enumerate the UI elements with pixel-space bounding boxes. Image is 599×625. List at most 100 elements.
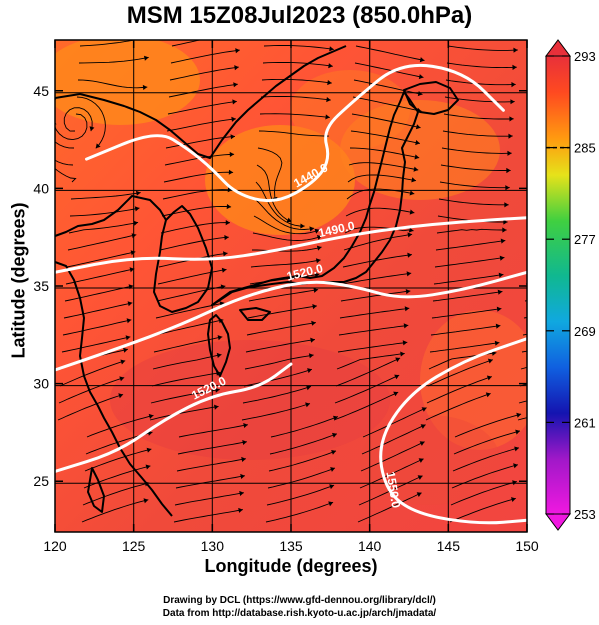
streamline [149, 405, 219, 421]
streamline-arrow [395, 357, 401, 363]
streamline [150, 389, 220, 404]
streamline-arrow [403, 323, 409, 329]
streamline [262, 61, 333, 67]
streamline-arrow [126, 318, 132, 324]
streamline-arrow [495, 323, 501, 329]
streamline [55, 98, 75, 149]
streamline [151, 372, 221, 387]
streamline-arrow [491, 350, 497, 356]
streamline [344, 226, 414, 234]
streamline-arrow [145, 464, 151, 470]
streamline [453, 430, 521, 455]
streamline [174, 492, 244, 506]
streamline-arrow [514, 446, 519, 452]
streamline-arrow [503, 219, 508, 225]
streamline-arrow [326, 97, 331, 103]
streamline-arrow [585, 353, 590, 358]
streamline-arrow [136, 190, 141, 196]
streamline-arrow [506, 167, 511, 174]
contour-line [379, 337, 527, 525]
streamline-arrow [300, 223, 305, 229]
streamline-arrow [508, 133, 513, 139]
x-tick-label: 150 [515, 538, 539, 554]
streamline-arrow [133, 220, 139, 226]
streamline [454, 413, 522, 438]
streamline-arrow [582, 404, 587, 409]
axes: 120 125 130 135 140 145 150 25 30 35 40 45 [33, 40, 539, 554]
colorbar-gradient [545, 55, 571, 515]
streamline-arrow [243, 423, 248, 428]
warm-region [205, 125, 355, 235]
streamline [355, 45, 425, 61]
streamline-arrow [328, 63, 333, 69]
streamline-arrow [511, 82, 516, 88]
streamline-arrow [589, 287, 594, 292]
streamline-arrow [129, 267, 135, 273]
streamline [540, 34, 599, 47]
streamline [341, 272, 412, 285]
colorbar-tick-label: 269 [574, 324, 596, 339]
streamline-arrow [404, 306, 410, 312]
streamline-arrow [590, 270, 595, 275]
streamline-arrow [233, 82, 238, 88]
streamline [333, 391, 399, 421]
streamline [63, 107, 93, 132]
streamline [68, 221, 139, 234]
streamline [350, 130, 420, 144]
streamline-arrow [216, 352, 222, 358]
streamline-arrow [588, 304, 593, 309]
streamline-arrow [236, 31, 241, 36]
streamline-arrow [512, 64, 517, 70]
streamline-arrow [499, 255, 505, 261]
streamline-arrow [89, 126, 95, 132]
streamline-arrow [394, 374, 400, 380]
streamline-arrow [413, 166, 419, 172]
streamline-arrow [311, 320, 316, 326]
streamline-arrow [509, 116, 514, 122]
streamline-arrow [223, 251, 228, 257]
streamline-arrow [226, 204, 232, 210]
streamline [58, 377, 125, 404]
streamline [440, 164, 511, 171]
streamline-arrow [224, 235, 229, 241]
streamline [167, 100, 237, 115]
streamline-arrow [486, 375, 492, 381]
colorbar-tick-label: 293 [574, 49, 596, 64]
streamline-arrow [310, 337, 315, 343]
streamline [70, 192, 141, 200]
streamline-arrow [418, 74, 424, 80]
streamline-arrow [409, 190, 415, 196]
streamline-arrow [515, 429, 520, 435]
streamline [163, 171, 234, 183]
streamline [256, 164, 292, 223]
streamline-arrow [421, 407, 427, 412]
streamline [362, 407, 427, 438]
streamline-arrow [487, 358, 493, 364]
streamline [77, 79, 148, 89]
streamline [433, 274, 504, 285]
streamline [429, 342, 500, 353]
y-tick-label: 35 [33, 278, 49, 294]
y-tick-label: 30 [33, 376, 49, 392]
streamline [69, 207, 140, 217]
streamline [252, 246, 322, 252]
streamline [267, 467, 336, 489]
streamline-arrow [485, 392, 491, 398]
streamline-arrow [584, 370, 589, 375]
streamline-arrow [333, 415, 338, 421]
contour-line [85, 63, 505, 203]
streamline [175, 475, 245, 489]
warm-region [420, 310, 527, 450]
credit-drawing: Drawing by DCL (https://www.gfd-dennou.o… [163, 595, 436, 606]
streamline [252, 232, 322, 241]
streamline [347, 174, 417, 183]
streamline-arrow [229, 151, 235, 157]
grid-lines [55, 40, 527, 532]
streamline [253, 215, 320, 235]
colorbar-bottom-arrow [545, 513, 571, 531]
streamline [338, 324, 409, 336]
x-tick-label: 125 [122, 538, 146, 554]
coastline-taiwan [87, 467, 105, 513]
streamline-arrow [328, 501, 334, 507]
streamline-arrow [232, 99, 237, 105]
